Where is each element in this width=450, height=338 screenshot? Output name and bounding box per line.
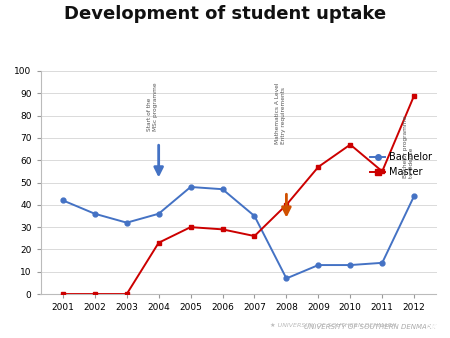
Text: Start of the
MSc programme: Start of the MSc programme xyxy=(148,82,158,131)
Master xyxy=(284,203,289,207)
Bachelor xyxy=(188,185,194,189)
Text: ★ UNIVERSITY OF SOUTHERN DENMARK: ★ UNIVERSITY OF SOUTHERN DENMARK xyxy=(270,323,396,328)
Bachelor xyxy=(411,194,417,198)
Text: Mathematics A Level
Entry requirements: Mathematics A Level Entry requirements xyxy=(275,82,286,144)
Master xyxy=(411,94,417,98)
Bachelor xyxy=(124,221,130,225)
Master xyxy=(315,165,321,169)
Bachelor xyxy=(284,276,289,281)
Bachelor xyxy=(315,263,321,267)
Bachelor xyxy=(156,212,162,216)
Text: Bachelor programme
to Odense: Bachelor programme to Odense xyxy=(403,116,414,178)
Master xyxy=(124,292,130,296)
Bachelor xyxy=(347,263,353,267)
Master xyxy=(156,241,162,245)
Master xyxy=(379,169,385,173)
Bachelor xyxy=(92,212,98,216)
Line: Master: Master xyxy=(60,93,417,296)
Line: Bachelor: Bachelor xyxy=(60,185,417,281)
Text: Development of student uptake: Development of student uptake xyxy=(64,5,386,23)
Legend: Bachelor, Master: Bachelor, Master xyxy=(366,148,436,181)
Master xyxy=(188,225,194,229)
Master xyxy=(60,292,66,296)
Text: .DK: .DK xyxy=(347,323,436,330)
Master xyxy=(252,234,257,238)
Bachelor xyxy=(379,261,385,265)
Text: UNIVERSITY OF SOUTHERN DENMARK: UNIVERSITY OF SOUTHERN DENMARK xyxy=(304,323,436,330)
Master xyxy=(220,227,225,232)
Bachelor xyxy=(220,187,225,191)
Master xyxy=(347,143,353,147)
Master xyxy=(92,292,98,296)
Bachelor xyxy=(252,214,257,218)
Bachelor xyxy=(60,198,66,202)
